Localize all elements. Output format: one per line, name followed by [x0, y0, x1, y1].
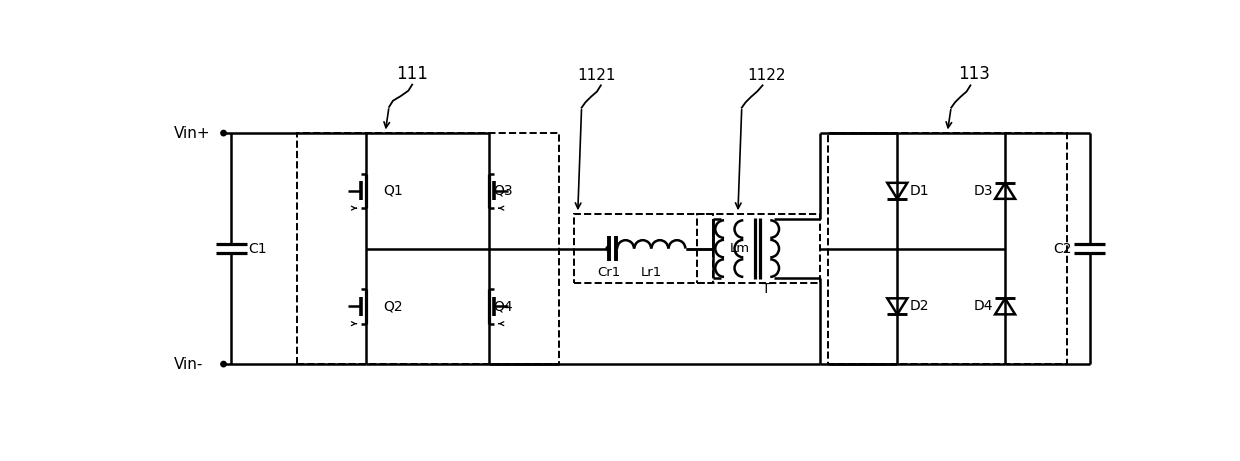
Text: C1: C1	[248, 242, 267, 255]
Circle shape	[606, 247, 610, 251]
Text: 1122: 1122	[748, 68, 786, 83]
Circle shape	[221, 361, 226, 367]
Text: Lr1: Lr1	[641, 266, 662, 278]
Text: Q1: Q1	[383, 184, 403, 198]
Text: Q3: Q3	[494, 184, 512, 198]
Text: Cr1: Cr1	[596, 266, 620, 278]
Text: 111: 111	[397, 65, 428, 83]
Circle shape	[221, 130, 226, 136]
Text: Vin+: Vin+	[174, 125, 210, 141]
Text: D2: D2	[910, 299, 929, 313]
Text: C2: C2	[1054, 242, 1073, 255]
Text: Lm: Lm	[729, 242, 749, 255]
Bar	[296, 133, 558, 364]
Text: 113: 113	[959, 65, 991, 83]
Text: Q2: Q2	[383, 299, 403, 313]
Bar	[574, 214, 713, 283]
Text: T: T	[763, 282, 770, 296]
Text: D1: D1	[910, 184, 929, 198]
Text: Vin-: Vin-	[174, 357, 203, 372]
Text: D3: D3	[973, 184, 993, 198]
Bar	[828, 133, 1066, 364]
Text: 1121: 1121	[578, 68, 616, 83]
Bar	[697, 214, 821, 283]
Text: D4: D4	[973, 299, 993, 313]
Text: Q4: Q4	[494, 299, 512, 313]
